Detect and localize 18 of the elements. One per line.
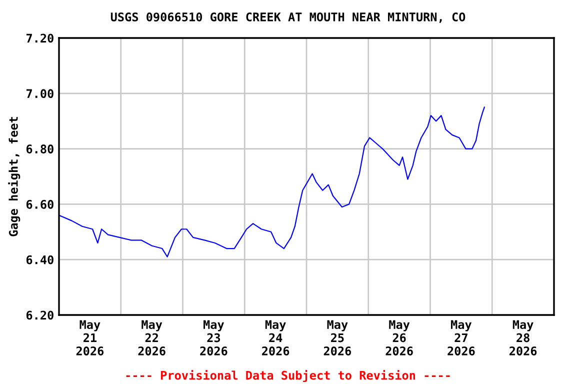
y-tick-label: 6.20 [26, 310, 54, 320]
text: ---- Provisional Data Subject to Revision ---- [126, 370, 450, 382]
y-tick-label: 6.40 [26, 255, 54, 264]
line-series [59, 106, 485, 258]
chart-title: USGS 09066510 GORE CREEK AT MOUTH NEAR MINTURN, CO [110, 12, 466, 23]
x-tick-label: May 28 2026 [510, 320, 537, 356]
y-tick-label: 7.00 [26, 89, 54, 98]
y-tick-label: 7.20 [26, 34, 54, 43]
x-tick-label: May 25 2026 [324, 320, 352, 356]
x-tick-label: May 24 2026 [262, 320, 290, 356]
y-tick-label: 6.80 [26, 144, 54, 154]
y-axis-title: Gage height, feet [8, 117, 20, 236]
x-tick-label: May 27 2026 [448, 320, 475, 356]
x-tick-label: May 22 2026 [138, 320, 166, 356]
x-tick-label: May 26 2026 [386, 320, 413, 356]
x-tick-label: May 21 2026 [76, 320, 104, 356]
y-tick-label: 6.60 [26, 200, 54, 209]
x-tick-label: May 23 2026 [200, 320, 228, 356]
